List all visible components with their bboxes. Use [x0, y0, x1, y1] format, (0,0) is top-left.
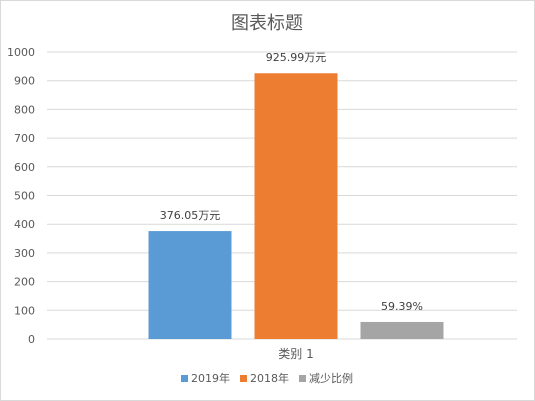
x-axis-categories: 类别 1: [278, 347, 313, 361]
data-labels: 376.05万元 925.99万元 59.39%: [160, 51, 423, 313]
legend-item: 2018年: [240, 371, 289, 385]
y-tick-label: 0: [28, 333, 35, 346]
legend-label: 2019年: [191, 371, 230, 385]
bar-1: [148, 231, 232, 339]
y-tick-label: 600: [14, 161, 35, 174]
legend: 2019年 2018年 减少比例: [181, 371, 353, 385]
y-tick-label: 500: [14, 190, 35, 203]
legend-item: 减少比例: [299, 371, 353, 385]
legend-swatch: [240, 375, 247, 382]
legend-label: 减少比例: [309, 371, 353, 385]
bar-2: [254, 73, 338, 339]
y-tick-label: 300: [14, 247, 35, 260]
data-label: 925.99万元: [266, 51, 327, 64]
legend-label: 2018年: [250, 371, 289, 385]
legend-item: 2019年: [181, 371, 230, 385]
legend-swatch: [181, 375, 188, 382]
bar-3: [360, 321, 444, 339]
y-tick-label: 1000: [7, 46, 35, 59]
y-tick-label: 100: [14, 304, 35, 317]
legend-swatch: [299, 375, 306, 382]
y-tick-label: 800: [14, 103, 35, 116]
y-tick-label: 400: [14, 218, 35, 231]
category-label: 类别 1: [278, 347, 313, 361]
bars: [148, 73, 444, 339]
y-tick-label: 900: [14, 75, 35, 88]
y-axis-ticks: 0 100 200 300 400 500 600 700 800 900 1000: [7, 46, 35, 346]
y-tick-label: 700: [14, 132, 35, 145]
y-tick-label: 200: [14, 276, 35, 289]
data-label: 59.39%: [381, 300, 423, 313]
data-label: 376.05万元: [160, 209, 221, 222]
chart-title: 图表标题: [231, 13, 303, 34]
